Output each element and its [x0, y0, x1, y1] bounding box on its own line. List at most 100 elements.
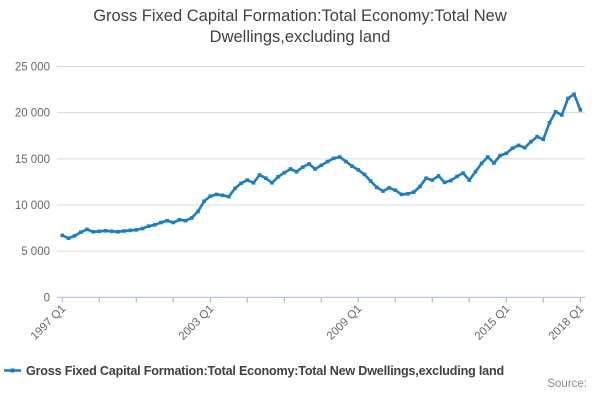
data-point-marker — [72, 234, 77, 238]
data-point-marker — [473, 169, 478, 174]
data-point-marker — [362, 172, 367, 177]
x-axis-tick-label: 1997 Q1 — [29, 303, 69, 343]
data-point-marker — [116, 230, 120, 234]
data-point-marker — [498, 153, 502, 158]
data-point-marker — [245, 178, 250, 182]
data-point-marker — [196, 209, 200, 214]
chart-title: Gross Fixed Capital Formation:Total Econ… — [93, 7, 507, 46]
data-point-marker — [572, 92, 576, 96]
data-point-marker — [393, 188, 398, 192]
data-point-marker — [418, 184, 422, 189]
data-point-marker — [449, 178, 453, 183]
data-point-marker — [282, 170, 287, 175]
data-point-marker — [202, 199, 206, 204]
y-axis-tick-label: 15 000 — [15, 154, 50, 166]
data-point-marker — [430, 178, 435, 182]
data-point-marker — [140, 226, 145, 231]
legend-line-marker-icon — [4, 368, 21, 373]
data-point-marker — [60, 233, 65, 238]
data-point-marker — [319, 163, 324, 168]
data-point-marker — [578, 108, 583, 112]
data-point-marker — [344, 159, 348, 164]
data-point-marker — [251, 181, 256, 185]
data-point-marker — [190, 216, 194, 220]
y-axis-tick-label: 5 000 — [21, 246, 50, 258]
y-axis-tick-label: 0 — [44, 292, 50, 304]
data-point-marker — [486, 155, 490, 159]
data-point-marker — [109, 229, 114, 234]
x-axis-tick-label: 2009 Q1 — [325, 303, 365, 343]
data-point-marker — [165, 218, 169, 223]
data-point-marker — [368, 179, 373, 183]
data-point-marker — [375, 185, 379, 190]
data-point-marker — [405, 192, 410, 196]
data-point-marker — [220, 193, 225, 198]
data-point-marker — [492, 161, 496, 165]
data-point-marker — [233, 186, 237, 191]
data-point-marker — [516, 143, 521, 148]
data-point-marker — [128, 228, 132, 233]
data-point-marker — [313, 167, 317, 171]
data-point-marker — [134, 228, 139, 232]
data-point-marker — [177, 218, 182, 222]
data-point-marker — [307, 162, 311, 166]
data-point-marker — [560, 113, 564, 117]
data-point-marker — [529, 139, 533, 144]
data-point-marker — [387, 186, 391, 190]
data-point-marker — [412, 190, 416, 194]
data-point-marker — [214, 192, 219, 197]
data-point-marker — [122, 229, 126, 233]
legend-item[interactable]: Gross Fixed Capital Formation:Total Econ… — [3, 362, 597, 379]
data-point-marker — [381, 189, 385, 193]
data-point-marker — [338, 155, 342, 159]
data-point-marker — [467, 178, 472, 182]
data-point-marker — [331, 156, 336, 161]
data-point-marker — [479, 161, 484, 166]
data-point-marker — [85, 227, 89, 232]
x-axis-tick-label: 2018 Q1 — [547, 303, 587, 343]
data-point-marker — [356, 168, 361, 172]
y-axis-tick-label: 20 000 — [15, 108, 50, 120]
data-point-marker — [79, 230, 83, 234]
data-point-marker — [325, 159, 330, 164]
data-point-marker — [146, 224, 151, 228]
data-point-marker — [208, 194, 213, 198]
data-point-marker — [239, 181, 243, 186]
data-point-marker — [301, 165, 305, 169]
legend-label: Gross Fixed Capital Formation:Total Econ… — [26, 363, 504, 378]
data-point-marker — [288, 167, 293, 171]
data-point-marker — [153, 223, 157, 227]
data-point-marker — [510, 146, 515, 150]
data-point-marker — [103, 229, 108, 233]
data-point-marker — [159, 220, 163, 225]
x-axis-tick-label: 2003 Q1 — [177, 303, 217, 343]
data-point-marker — [264, 176, 268, 180]
data-point-marker — [455, 174, 459, 179]
data-point-marker — [424, 176, 428, 180]
data-point-marker — [97, 229, 102, 234]
data-point-marker — [270, 181, 274, 185]
data-point-marker — [541, 137, 546, 142]
data-point-marker — [183, 218, 188, 223]
data-point-marker — [257, 173, 262, 177]
data-point-marker — [171, 220, 176, 225]
data-point-marker — [294, 169, 299, 174]
data-point-marker — [399, 192, 404, 197]
data-point-marker — [504, 151, 509, 156]
data-point-marker — [91, 230, 95, 234]
data-point-marker — [442, 180, 447, 185]
source-label: Source: — [547, 378, 587, 390]
y-axis-tick-label: 10 000 — [15, 200, 50, 212]
data-point-marker — [66, 236, 71, 240]
data-point-marker — [523, 145, 527, 150]
y-axis-tick-label: 25 000 — [15, 62, 50, 74]
x-axis-tick-label: 2015 Q1 — [473, 303, 513, 343]
data-point-marker — [276, 175, 280, 179]
data-point-marker — [461, 171, 465, 175]
data-point-marker — [227, 194, 231, 199]
data-point-marker — [535, 134, 539, 139]
data-point-marker — [566, 96, 570, 101]
data-point-marker — [553, 109, 558, 114]
